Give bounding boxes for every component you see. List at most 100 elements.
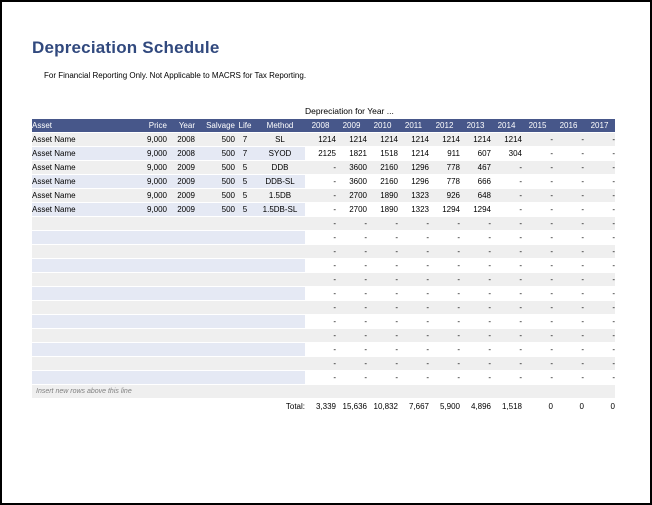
cell-depreciation-2013[interactable]: 607 xyxy=(460,146,491,161)
cell-life[interactable] xyxy=(235,356,255,371)
cell-depreciation-2016[interactable]: - xyxy=(553,272,584,287)
cell-depreciation-2011[interactable]: - xyxy=(398,230,429,245)
cell-depreciation-2010[interactable]: - xyxy=(367,272,398,287)
cell-year[interactable] xyxy=(167,342,195,357)
total-2008[interactable]: 3,339 xyxy=(305,398,336,414)
cell-depreciation-2011[interactable]: - xyxy=(398,328,429,343)
cell-depreciation-2015[interactable]: - xyxy=(522,244,553,259)
cell-salvage[interactable]: 500 xyxy=(195,202,235,217)
cell-depreciation-2011[interactable]: 1296 xyxy=(398,160,429,175)
cell-depreciation-2008[interactable]: - xyxy=(305,314,336,329)
cell-life[interactable] xyxy=(235,244,255,259)
cell-asset[interactable] xyxy=(32,300,135,315)
cell-salvage[interactable] xyxy=(195,272,235,287)
cell-depreciation-2014[interactable]: - xyxy=(491,342,522,357)
cell-depreciation-2008[interactable]: - xyxy=(305,342,336,357)
cell-method[interactable] xyxy=(255,230,305,245)
cell-life[interactable]: 5 xyxy=(235,188,255,203)
cell-method[interactable]: SL xyxy=(255,132,305,147)
cell-depreciation-2016[interactable]: - xyxy=(553,300,584,315)
cell-asset[interactable] xyxy=(32,216,135,231)
cell-price[interactable]: 9,000 xyxy=(135,188,167,203)
cell-depreciation-2008[interactable]: 2125 xyxy=(305,146,336,161)
cell-asset[interactable] xyxy=(32,370,135,385)
cell-depreciation-2010[interactable]: 2160 xyxy=(367,174,398,189)
cell-depreciation-2008[interactable]: - xyxy=(305,328,336,343)
cell-depreciation-2008[interactable]: - xyxy=(305,188,336,203)
cell-depreciation-2014[interactable]: - xyxy=(491,230,522,245)
cell-method[interactable] xyxy=(255,272,305,287)
cell-depreciation-2017[interactable]: - xyxy=(584,202,615,217)
cell-price[interactable] xyxy=(135,230,167,245)
cell-year[interactable] xyxy=(167,314,195,329)
cell-depreciation-2008[interactable]: - xyxy=(305,174,336,189)
cell-depreciation-2016[interactable]: - xyxy=(553,202,584,217)
cell-salvage[interactable] xyxy=(195,230,235,245)
cell-depreciation-2015[interactable]: - xyxy=(522,202,553,217)
cell-year[interactable]: 2009 xyxy=(167,202,195,217)
cell-asset[interactable]: Asset Name xyxy=(32,132,135,147)
cell-depreciation-2014[interactable]: - xyxy=(491,244,522,259)
cell-depreciation-2017[interactable]: - xyxy=(584,328,615,343)
cell-year[interactable]: 2009 xyxy=(167,174,195,189)
cell-asset[interactable]: Asset Name xyxy=(32,146,135,161)
cell-depreciation-2011[interactable]: - xyxy=(398,258,429,273)
cell-depreciation-2010[interactable]: 2160 xyxy=(367,160,398,175)
cell-price[interactable] xyxy=(135,314,167,329)
cell-depreciation-2014[interactable]: - xyxy=(491,174,522,189)
cell-depreciation-2014[interactable]: - xyxy=(491,258,522,273)
cell-salvage[interactable]: 500 xyxy=(195,174,235,189)
cell-method[interactable] xyxy=(255,342,305,357)
cell-depreciation-2014[interactable]: - xyxy=(491,356,522,371)
cell-depreciation-2016[interactable]: - xyxy=(553,328,584,343)
cell-salvage[interactable] xyxy=(195,342,235,357)
cell-year[interactable] xyxy=(167,272,195,287)
cell-depreciation-2011[interactable]: - xyxy=(398,342,429,357)
cell-depreciation-2010[interactable]: - xyxy=(367,342,398,357)
cell-depreciation-2014[interactable]: - xyxy=(491,286,522,301)
cell-depreciation-2009[interactable]: 2700 xyxy=(336,202,367,217)
cell-depreciation-2013[interactable]: - xyxy=(460,286,491,301)
cell-year[interactable]: 2008 xyxy=(167,132,195,147)
cell-depreciation-2011[interactable]: 1323 xyxy=(398,202,429,217)
cell-year[interactable]: 2008 xyxy=(167,146,195,161)
cell-depreciation-2009[interactable]: - xyxy=(336,328,367,343)
cell-depreciation-2014[interactable]: - xyxy=(491,188,522,203)
cell-depreciation-2009[interactable]: 1214 xyxy=(336,132,367,147)
cell-depreciation-2012[interactable]: 911 xyxy=(429,146,460,161)
total-2015[interactable]: 0 xyxy=(522,398,553,414)
cell-depreciation-2013[interactable]: - xyxy=(460,370,491,385)
cell-depreciation-2013[interactable]: 1214 xyxy=(460,132,491,147)
cell-life[interactable]: 5 xyxy=(235,160,255,175)
cell-year[interactable]: 2009 xyxy=(167,160,195,175)
cell-method[interactable] xyxy=(255,244,305,259)
cell-depreciation-2016[interactable]: - xyxy=(553,174,584,189)
cell-life[interactable] xyxy=(235,286,255,301)
cell-asset[interactable] xyxy=(32,244,135,259)
cell-depreciation-2008[interactable]: - xyxy=(305,202,336,217)
total-2011[interactable]: 7,667 xyxy=(398,398,429,414)
cell-depreciation-2008[interactable]: - xyxy=(305,230,336,245)
cell-asset[interactable] xyxy=(32,230,135,245)
cell-price[interactable] xyxy=(135,244,167,259)
cell-depreciation-2011[interactable]: - xyxy=(398,244,429,259)
cell-price[interactable]: 9,000 xyxy=(135,202,167,217)
cell-depreciation-2012[interactable]: - xyxy=(429,216,460,231)
cell-depreciation-2013[interactable]: - xyxy=(460,230,491,245)
cell-depreciation-2014[interactable]: - xyxy=(491,314,522,329)
cell-depreciation-2009[interactable]: - xyxy=(336,300,367,315)
cell-depreciation-2009[interactable]: 3600 xyxy=(336,160,367,175)
cell-depreciation-2012[interactable]: - xyxy=(429,356,460,371)
cell-depreciation-2009[interactable]: - xyxy=(336,244,367,259)
cell-price[interactable] xyxy=(135,342,167,357)
cell-depreciation-2013[interactable]: - xyxy=(460,258,491,273)
cell-depreciation-2012[interactable]: - xyxy=(429,286,460,301)
cell-life[interactable] xyxy=(235,300,255,315)
total-2013[interactable]: 4,896 xyxy=(460,398,491,414)
cell-asset[interactable]: Asset Name xyxy=(32,202,135,217)
cell-salvage[interactable]: 500 xyxy=(195,132,235,147)
cell-life[interactable]: 7 xyxy=(235,146,255,161)
cell-depreciation-2016[interactable]: - xyxy=(553,160,584,175)
cell-depreciation-2010[interactable]: 1214 xyxy=(367,132,398,147)
cell-depreciation-2016[interactable]: - xyxy=(553,356,584,371)
